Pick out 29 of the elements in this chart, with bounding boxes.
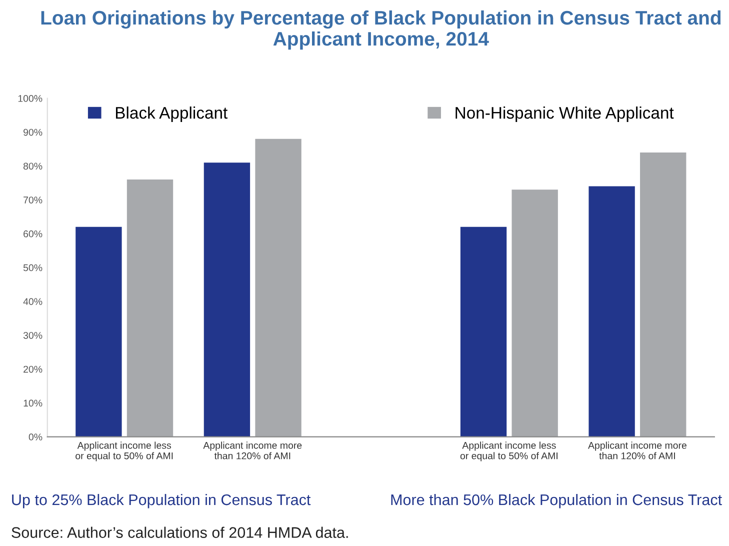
x-tick-label: Applicant income less or equal to 50% of AMI [460, 442, 558, 462]
legend-label: Black Applicant [116, 106, 228, 122]
text: More than 50% Black Population in Census Tract [391, 494, 722, 508]
y-tick-label: 70% [24, 196, 42, 204]
y-tick-label: 100% [18, 95, 42, 102]
y-tick-label: 40% [23, 298, 42, 306]
y-tick-label: 60% [24, 230, 42, 238]
text: Up to 25% Black Population in Census Tract [12, 494, 311, 508]
bar [588, 186, 635, 437]
y-tick-label: 10% [24, 400, 42, 407]
bar [640, 152, 686, 437]
y-tick-label: 20% [24, 366, 42, 373]
x-tick-label: Applicant income more than 120% of AMI [203, 442, 302, 460]
bar [512, 190, 558, 437]
bar [460, 226, 507, 437]
legend-label: Non-Hispanic White Applicant [456, 106, 674, 122]
bar [126, 180, 174, 437]
chart-title: Loan Originations by Percentage of Black Population in Census Tract and Applicant Income, 2014 [41, 10, 721, 50]
bar [76, 226, 122, 437]
x-tick-label: Applicant income less or equal to 50% of AMI [76, 442, 173, 462]
x-tick-label: Applicant income more than 120% of AMI [588, 442, 686, 460]
bar [204, 162, 250, 437]
source-note: Source: Author’s calculations of 2014 HMDA data. [12, 526, 348, 538]
bar [255, 138, 302, 437]
y-tick-label: 0% [28, 434, 42, 440]
y-tick-label: 30% [23, 332, 42, 339]
y-tick-label: 50% [23, 264, 42, 272]
y-tick-label: 90% [24, 128, 42, 136]
y-tick-label: 80% [23, 162, 42, 170]
